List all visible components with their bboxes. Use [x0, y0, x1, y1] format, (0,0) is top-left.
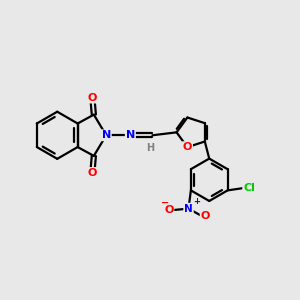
Text: H: H — [146, 142, 154, 153]
Text: O: O — [164, 205, 173, 215]
Text: O: O — [183, 142, 192, 152]
Text: O: O — [88, 93, 97, 103]
Text: −: − — [161, 198, 169, 208]
Text: O: O — [88, 168, 97, 178]
Text: O: O — [201, 211, 210, 221]
Text: N: N — [102, 130, 111, 140]
Text: N: N — [126, 130, 135, 140]
Text: +: + — [193, 197, 200, 206]
Text: N: N — [184, 204, 193, 214]
Text: Cl: Cl — [243, 183, 255, 193]
